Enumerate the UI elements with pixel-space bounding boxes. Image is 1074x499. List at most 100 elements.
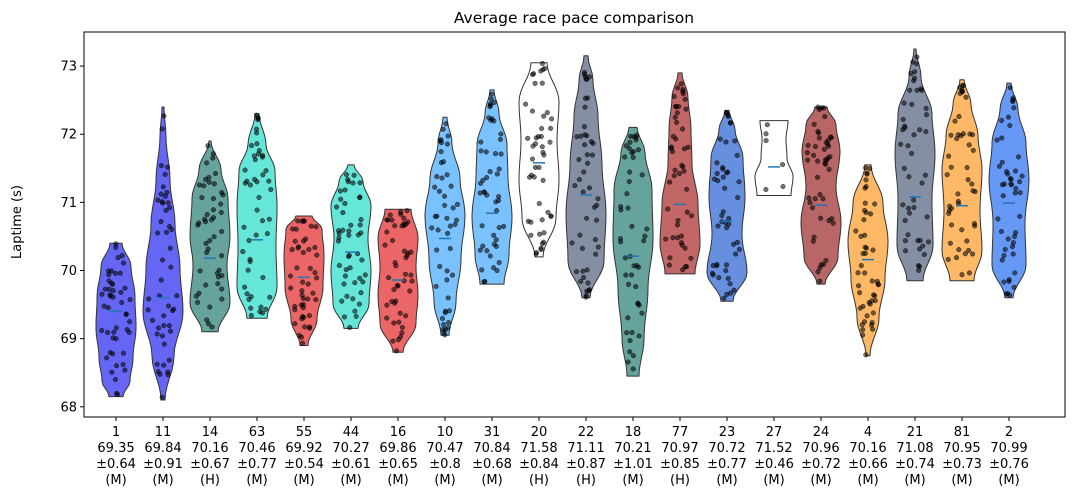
data-point [384,315,390,321]
data-point [435,227,441,233]
x-tick-label-driver: 24 [813,425,830,440]
data-point [1005,171,1011,177]
data-point [763,186,769,193]
data-point [527,174,533,180]
data-point [440,126,446,132]
data-point [358,230,364,236]
data-point [210,207,216,213]
data-point [539,241,546,247]
data-point [436,188,443,194]
data-point [266,178,272,184]
data-point [589,152,596,158]
data-point [639,172,645,178]
data-point [161,341,167,347]
x-axis: 169.35±0.64(M)1169.84±0.91(M)1470.16±0.6… [96,417,1029,488]
data-point [477,247,483,253]
data-point [966,270,972,276]
data-point [994,137,1000,143]
data-point [532,141,539,147]
data-point [868,211,874,217]
x-tick-label-driver: 21 [907,425,924,440]
x-tick-label-mean: 70.99 [990,441,1027,456]
data-point [902,217,908,224]
data-point [663,236,669,242]
data-point [166,323,172,329]
data-point [242,180,248,186]
data-point [1005,236,1011,242]
data-point [432,213,438,220]
data-point [948,132,954,138]
data-point [306,313,312,319]
data-point [119,253,125,259]
data-point [248,312,254,319]
data-point [496,166,502,172]
data-point [206,179,212,185]
data-point [900,202,906,208]
data-point [944,172,950,178]
data-point [118,289,124,295]
data-point [429,225,435,231]
data-point [1001,252,1007,259]
data-point [630,366,636,372]
data-point [254,112,260,118]
data-point [864,313,870,319]
data-point [682,264,688,270]
data-point [440,159,447,165]
data-point [824,157,830,163]
data-point [544,110,550,116]
jitter-points-group [99,54,1025,400]
data-point [169,226,175,233]
data-point [481,279,487,285]
data-point [525,218,531,224]
data-point [715,178,721,184]
data-point [199,195,205,201]
data-point [307,324,313,330]
data-point [1010,99,1016,105]
data-point [727,281,733,287]
data-point [398,334,404,340]
data-point [863,184,869,190]
data-point [539,125,545,132]
data-point [444,277,450,283]
data-point [724,291,730,297]
data-point [251,153,257,159]
data-point [496,260,502,266]
data-point [863,177,869,183]
data-point [952,118,958,124]
data-point [674,110,680,116]
data-point [384,302,390,308]
data-point [497,136,503,143]
data-point [780,162,786,168]
data-point [207,238,213,244]
data-point [539,144,545,150]
data-point [352,280,358,286]
data-point [197,268,203,274]
data-point [857,290,863,296]
data-point [954,136,960,142]
data-point [872,201,878,207]
data-point [491,265,497,271]
data-point [815,158,821,164]
data-point [529,156,536,162]
data-point [432,184,438,190]
data-point [906,174,912,180]
data-point [763,131,769,137]
data-point [962,251,968,257]
data-point [390,237,396,244]
x-tick-label-mean: 69.84 [144,441,181,456]
data-point [630,148,636,155]
data-point [680,91,686,97]
data-point [919,180,925,186]
data-point [263,168,269,174]
data-point [594,217,600,223]
data-point [218,201,224,207]
data-point [587,287,593,293]
violin-11 [142,106,184,401]
x-tick-label-compound: (M) [857,473,878,488]
data-point [641,238,647,244]
x-tick-label-mean: 69.86 [379,441,416,456]
data-point [911,204,917,211]
data-point [167,328,174,334]
x-tick-label-std: ±0.73 [942,457,982,472]
x-tick-label-std: ±0.8 [429,457,461,472]
